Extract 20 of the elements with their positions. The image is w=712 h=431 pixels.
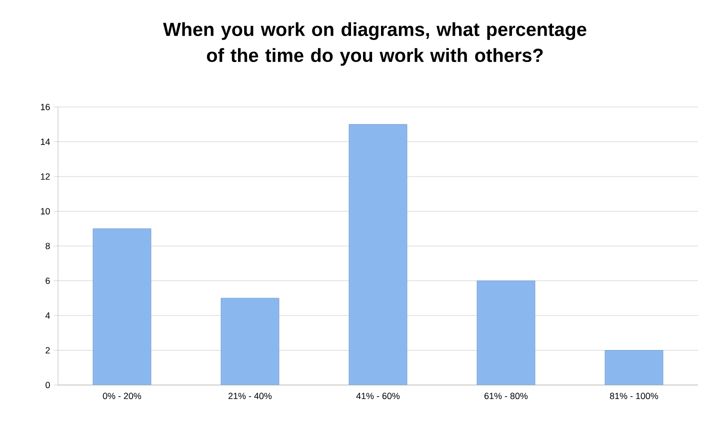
x-tick-label: 21% - 40% (228, 392, 272, 400)
x-tick-label: 61% - 80% (484, 392, 528, 400)
y-tick-label: 14 (40, 138, 50, 145)
x-tick-label: 0% - 20% (102, 392, 142, 400)
bar (220, 298, 280, 385)
y-tick-label: 10 (40, 208, 50, 214)
y-tick-label: 12 (40, 173, 50, 180)
y-tick-label: 8 (46, 242, 50, 250)
bar (476, 280, 536, 385)
x-tick-label: 41% - 60% (356, 392, 400, 400)
y-tick-label: 16 (40, 104, 50, 110)
x-tick-label: 81% - 100% (610, 392, 658, 400)
y-tick-label: 2 (46, 347, 50, 354)
y-tick-label: 0 (46, 382, 50, 388)
bar (604, 350, 664, 385)
y-tick-label: 6 (46, 278, 50, 284)
chart-title: When you work on diagrams, what percentage of the time do you work with others? (163, 22, 586, 66)
y-tick-label: 4 (45, 312, 50, 319)
bar (92, 228, 152, 385)
bar (348, 124, 408, 385)
